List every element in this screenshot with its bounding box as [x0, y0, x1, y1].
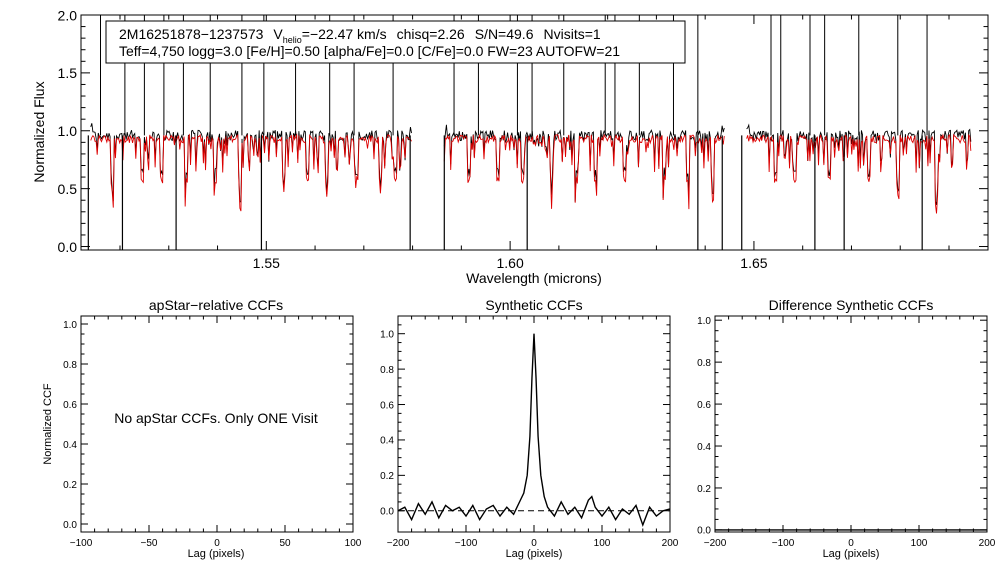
synthetic-ccf-y-tick-label: 0.8 — [380, 365, 394, 376]
vhelio-subscript: helio — [283, 35, 302, 45]
difference-ccf-y-tick-label: 0.0 — [697, 526, 711, 537]
spectrum-y-tick-label: 2.0 — [58, 7, 78, 23]
info-line-1: 2M16251878−1237573 Vhelio=−22.47 km/s chis… — [119, 26, 601, 45]
apstar-ccf-x-tick-label: 100 — [345, 538, 362, 549]
difference-ccf-frame — [714, 315, 988, 533]
synthetic-ccf-x-tick-label: −200 — [387, 538, 410, 549]
apstar-ccf-x-tick-label: 50 — [279, 538, 291, 549]
observed-spectrum-line — [90, 123, 412, 203]
apstar-ccf-y-tick-label: 0.8 — [63, 360, 77, 371]
difference-ccf-x-tick-label: 200 — [979, 538, 996, 549]
apstar-ccf-y-tick-label: 0.0 — [63, 520, 77, 531]
difference-ccf-x-tick-label: −100 — [772, 538, 795, 549]
difference-ccf-ticks: −200 −100 0 100 200 0.0 0.2 0.4 0.6 0.8 1.0 — [697, 316, 996, 549]
apstar-ccf-x-tick-label: 0 — [214, 538, 220, 549]
synthetic-ccf-x-tick-label: −100 — [455, 538, 478, 549]
difference-ccf-y-tick-label: 0.2 — [697, 484, 711, 495]
synthetic-ccf-curve — [398, 333, 670, 527]
apstar-ccf-x-tick-label: −100 — [70, 538, 93, 549]
spectrum-x-tick-label: 1.65 — [740, 255, 767, 271]
vhelio-label: V — [273, 26, 283, 42]
difference-ccf-panel: Difference Synthetic CCFs −200 −100 0 100 20… — [697, 297, 996, 560]
synthetic-ccf-panel: Synthetic CCFs −200 −100 0 100 200 0.0 0.2 0.4 0… — [380, 297, 679, 560]
difference-ccf-y-tick-label: 0.6 — [697, 400, 711, 411]
apstar-ccf-x-label: Lag (pixels) — [188, 548, 245, 560]
apstar-ccf-y-tick-label: 0.4 — [63, 440, 77, 451]
synthetic-ccf-x-tick-label: 100 — [594, 538, 611, 549]
spectrum-y-tick-label: 0.5 — [58, 181, 78, 197]
info-box-frame — [105, 20, 686, 64]
synthetic-ccf-ticks: −200 −100 0 100 200 0.0 0.2 0.4 0.6 0.8 1.0 — [380, 315, 679, 549]
spectrum-info-box: 2M16251878−1237573 Vhelio=−22.47 km/s chis… — [105, 20, 686, 64]
synthetic-ccf-y-tick-label: 0.0 — [380, 507, 394, 518]
star-id: 2M16251878−1237573 — [119, 26, 264, 42]
difference-ccf-y-tick-label: 1.0 — [697, 316, 711, 327]
synthetic-ccf-y-tick-label: 0.4 — [380, 436, 394, 447]
spectrum-y-tick-label: 1.0 — [58, 123, 78, 139]
difference-ccf-x-tick-label: 0 — [848, 538, 854, 549]
apstar-ccf-title: apStar−relative CCFs — [149, 297, 283, 313]
spectrum-x-label: Wavelength (microns) — [466, 270, 602, 286]
apstar-ccf-x-tick-label: −50 — [141, 538, 158, 549]
nvisits-value: Nvisits=1 — [543, 26, 600, 42]
synthetic-ccf-data — [398, 333, 670, 527]
spectrum-ticks: 1.55 1.60 1.65 0.0 0.5 1.0 1.5 2.0 — [58, 7, 988, 271]
info-line-2: Teff=4,750 logg=3.0 [Fe/H]=0.50 [alpha/F… — [119, 43, 620, 59]
difference-ccf-x-tick-label: −200 — [704, 538, 727, 549]
spectrum-y-tick-label: 0.0 — [58, 239, 78, 255]
apstar-ccf-ticks: −100 −50 0 50 100 0.0 0.2 0.4 0.6 0.8 1.0 — [63, 316, 362, 549]
model-spectrum-line — [746, 133, 972, 214]
vhelio-value: =−22.47 km/s — [302, 26, 387, 42]
synthetic-ccf-x-label: Lag (pixels) — [506, 548, 563, 560]
synthetic-ccf-x-tick-label: 0 — [531, 538, 537, 549]
difference-ccf-x-tick-label: 100 — [911, 538, 928, 549]
synthetic-ccf-x-tick-label: 200 — [662, 538, 679, 549]
chisq-value: chisq=2.26 — [397, 26, 465, 42]
apstar-ccf-y-label: Normalized CCF — [42, 383, 54, 465]
difference-ccf-x-label: Lag (pixels) — [823, 548, 880, 560]
apstar-ccf-y-tick-label: 0.6 — [63, 400, 77, 411]
synthetic-ccf-title: Synthetic CCFs — [485, 297, 582, 313]
model-spectrum-line — [443, 133, 725, 210]
synthetic-ccf-y-tick-label: 0.2 — [380, 471, 394, 482]
synthetic-ccf-y-tick-label: 1.0 — [380, 330, 394, 341]
spectrum-y-tick-label: 1.5 — [58, 65, 78, 81]
difference-ccf-y-tick-label: 0.4 — [697, 442, 711, 453]
difference-ccf-title: Difference Synthetic CCFs — [769, 297, 934, 313]
spectrum-x-tick-label: 1.55 — [253, 255, 280, 271]
apstar-ccf-y-tick-label: 0.2 — [63, 480, 77, 491]
difference-ccf-y-tick-label: 0.8 — [697, 358, 711, 369]
spectrum-x-tick-label: 1.60 — [496, 255, 523, 271]
spectrum-panel: 1.55 1.60 1.65 0.0 0.5 1.0 1.5 2.0 Wavelength (… — [31, 7, 989, 286]
model-spectrum-line — [90, 133, 412, 212]
apstar-ccf-panel: apStar−relative CCFs −100 −50 0 50 100 0.0 0.2… — [42, 297, 362, 560]
sn-value: S/N=49.6 — [475, 26, 534, 42]
synthetic-ccf-y-tick-label: 0.6 — [380, 400, 394, 411]
observed-spectrum-line — [443, 124, 725, 202]
spectrum-y-label: Normalized Flux — [31, 81, 47, 182]
spectrum-frame — [80, 14, 989, 251]
apstar-ccf-message: No apStar CCFs. Only ONE Visit — [114, 410, 318, 426]
apstar-ccf-y-tick-label: 1.0 — [63, 320, 77, 331]
